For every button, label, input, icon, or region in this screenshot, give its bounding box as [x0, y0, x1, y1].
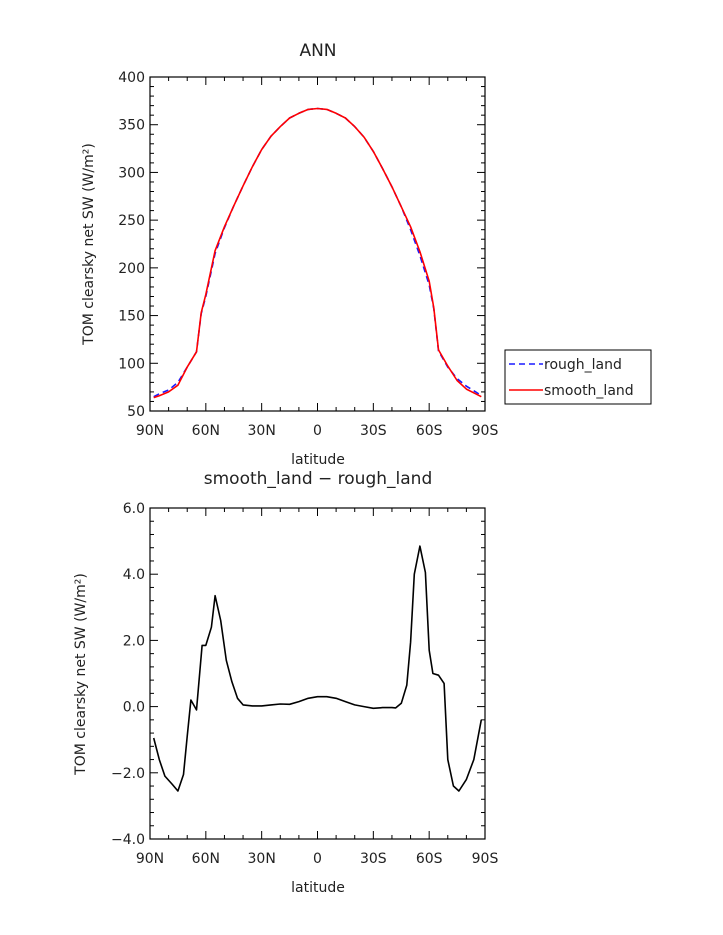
x-tick-label: 60S	[416, 851, 443, 867]
bottom-panel: smooth_land − rough_land 90N 60N 30N 0 30S 60…	[73, 469, 498, 896]
plot-frame-top	[149, 76, 486, 412]
x-tick-label: 60N	[192, 851, 220, 867]
legend-label-smooth-land: smooth_land	[544, 383, 634, 399]
legend-box	[504, 349, 652, 405]
series-line-rough-land	[153, 107, 482, 398]
x-tick-label: 90N	[136, 851, 164, 867]
y-tick-label: −4.0	[111, 832, 145, 848]
x-tick-label: 30N	[248, 851, 276, 867]
legend-label-rough-land: rough_land	[544, 357, 622, 373]
x-axis-label-top: latitude	[291, 452, 345, 468]
y-tick-label: 150	[118, 309, 145, 325]
y-tick-label: 50	[127, 404, 145, 420]
x-axis-label-bottom: latitude	[291, 880, 345, 896]
x-tick-label: 0	[313, 423, 322, 439]
x-tick-label: 90S	[472, 423, 499, 439]
y-tick-label: 400	[118, 70, 145, 86]
y-axis-label-bottom: TOM clearsky net SW (W/m²)	[73, 573, 89, 776]
y-tick-label: 350	[118, 118, 145, 134]
legend: rough_land smooth_land	[504, 349, 652, 405]
y-tick-label: −2.0	[111, 766, 145, 782]
y-tick-label: 250	[118, 213, 145, 229]
x-tick-label: 30S	[360, 851, 387, 867]
x-tick-label: 0	[313, 851, 322, 867]
y-axis-label-top: TOM clearsky net SW (W/m²)	[81, 143, 97, 346]
top-panel: ANN 90N 60N 30N 0 30S 60S 90S 50 100 150 200 250 300…	[81, 41, 652, 468]
y-tick-label: 6.0	[123, 501, 145, 517]
y-tick-label: 0.0	[123, 700, 145, 716]
y-tick-label: 2.0	[123, 633, 145, 649]
x-tick-label: 60S	[416, 423, 443, 439]
x-tick-label: 30N	[248, 423, 276, 439]
chart-title-top: ANN	[299, 41, 336, 61]
y-tick-label: 4.0	[123, 567, 145, 583]
x-tick-label: 60N	[192, 423, 220, 439]
chart-title-bottom: smooth_land − rough_land	[204, 469, 432, 489]
series-line-smooth-land-rough-land	[152, 545, 483, 792]
x-tick-label: 30S	[360, 423, 387, 439]
x-tick-label: 90N	[136, 423, 164, 439]
y-tick-label: 100	[118, 356, 145, 372]
y-tick-label: 200	[118, 261, 145, 277]
x-tick-label: 90S	[472, 851, 499, 867]
y-tick-label: 300	[118, 165, 145, 181]
series-line-smooth-land	[153, 107, 482, 399]
